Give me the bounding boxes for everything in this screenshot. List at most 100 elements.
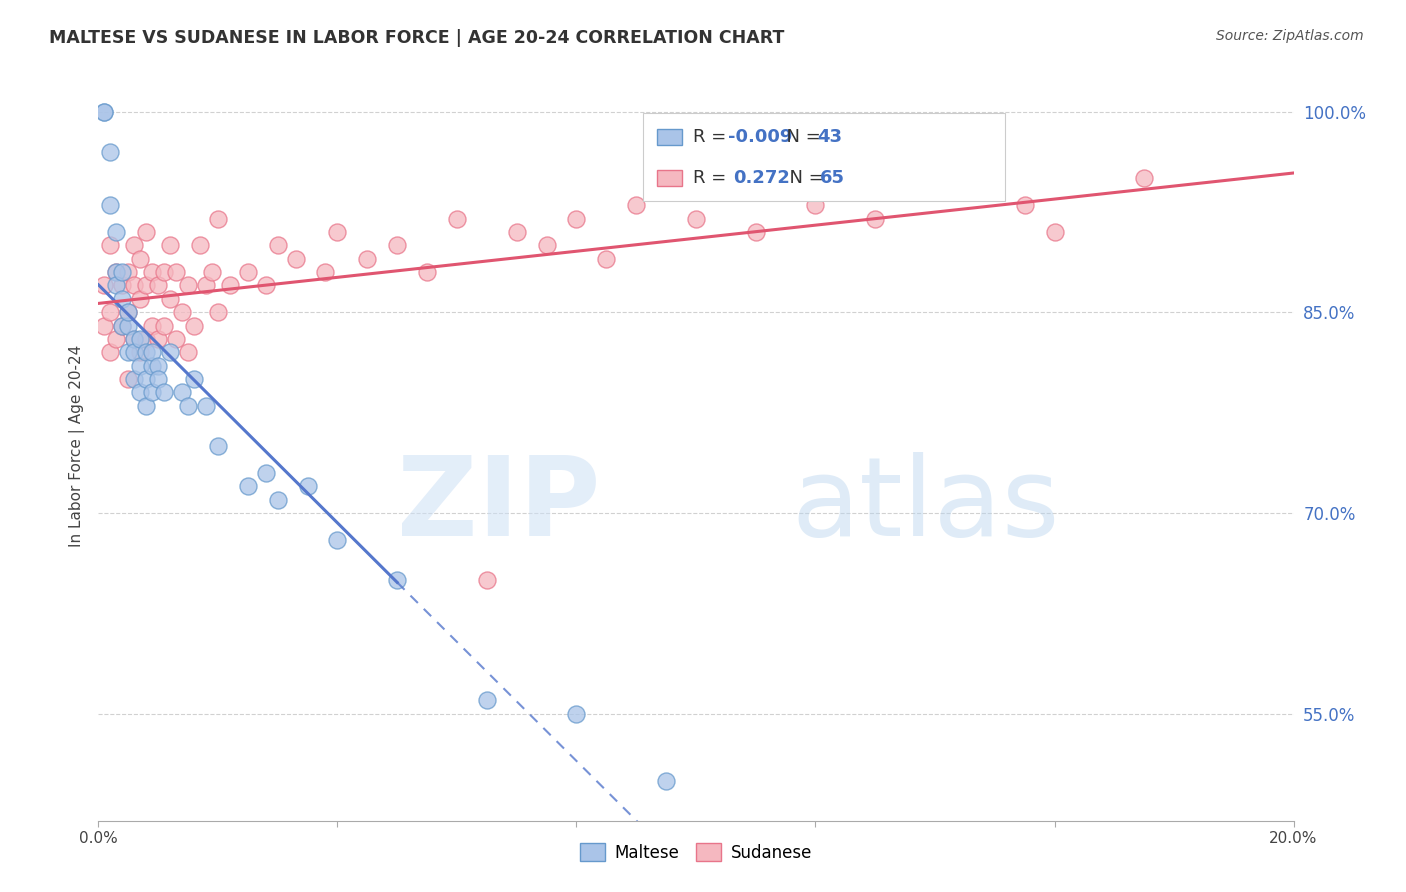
Point (141, 345, 163, 359)
Text: MALTESE VS SUDANESE IN LABOR FORCE | AGE 20-24 CORRELATION CHART: MALTESE VS SUDANESE IN LABOR FORCE | AGE… (49, 29, 785, 46)
Text: ZIP: ZIP (396, 452, 600, 559)
Point (165, 332, 187, 346)
Y-axis label: In Labor Force | Age 20-24: In Labor Force | Age 20-24 (69, 345, 84, 547)
Point (98, 345, 122, 359)
Point (446, 211, 468, 226)
Point (111, 318, 134, 333)
Point (165, 265, 187, 279)
Point (595, 252, 617, 266)
Point (124, 332, 146, 346)
Point (98, 198, 122, 212)
Point (1133, 171, 1156, 186)
Point (188, 238, 211, 252)
Point (129, 359, 152, 373)
Point (385, 238, 409, 252)
Point (153, 318, 176, 333)
Text: R =: R = (693, 128, 733, 146)
Point (129, 385, 152, 400)
Point (105, 332, 128, 346)
Point (745, 225, 768, 239)
Point (111, 292, 134, 306)
Point (135, 399, 157, 413)
Point (135, 345, 157, 359)
Point (93, 104, 115, 119)
Point (153, 385, 176, 400)
Point (129, 252, 152, 266)
Text: 65: 65 (820, 169, 845, 187)
Point (159, 292, 181, 306)
Point (1014, 198, 1036, 212)
Point (117, 305, 139, 319)
Point (207, 211, 229, 226)
Point (356, 252, 378, 266)
Point (124, 372, 146, 386)
Point (135, 278, 157, 293)
Point (267, 492, 290, 507)
Point (254, 466, 277, 480)
Point (326, 533, 349, 547)
Point (475, 573, 498, 587)
Point (117, 305, 139, 319)
Point (105, 225, 128, 239)
Point (159, 345, 181, 359)
Point (141, 385, 163, 400)
Legend: Maltese, Sudanese: Maltese, Sudanese (572, 837, 820, 869)
Point (93, 278, 115, 293)
Point (124, 345, 146, 359)
Point (183, 318, 205, 333)
Point (195, 278, 218, 293)
Text: N =: N = (775, 128, 827, 146)
Point (148, 359, 170, 373)
Point (506, 225, 529, 239)
Point (105, 265, 128, 279)
Point (183, 372, 205, 386)
Point (98, 145, 122, 159)
Point (475, 693, 498, 707)
Point (98, 305, 122, 319)
Point (93, 104, 115, 119)
Point (172, 385, 194, 400)
Point (315, 265, 337, 279)
Point (565, 211, 588, 226)
Point (536, 238, 558, 252)
Point (804, 198, 827, 212)
Point (153, 265, 176, 279)
Point (177, 345, 200, 359)
Point (236, 265, 259, 279)
Point (284, 252, 307, 266)
Point (177, 399, 200, 413)
Point (385, 573, 409, 587)
Point (254, 278, 277, 293)
Point (655, 773, 678, 788)
Point (111, 278, 134, 293)
Point (117, 265, 139, 279)
Point (135, 225, 157, 239)
Point (111, 265, 134, 279)
Point (135, 332, 157, 346)
Text: N =: N = (778, 169, 830, 187)
Text: 43: 43 (817, 128, 842, 146)
Text: R =: R = (693, 169, 738, 187)
Point (105, 265, 128, 279)
Point (135, 372, 157, 386)
Point (685, 211, 707, 226)
Point (98, 238, 122, 252)
Point (129, 292, 152, 306)
Point (201, 265, 224, 279)
Point (141, 359, 163, 373)
Point (326, 225, 349, 239)
Point (172, 305, 194, 319)
Point (148, 278, 170, 293)
Point (207, 439, 229, 453)
Point (129, 345, 152, 359)
Point (117, 372, 139, 386)
Point (148, 332, 170, 346)
Point (297, 479, 319, 493)
Point (236, 479, 259, 493)
Point (124, 238, 146, 252)
Point (195, 399, 218, 413)
Text: atlas: atlas (792, 452, 1060, 559)
Point (924, 185, 946, 199)
Point (129, 332, 152, 346)
Point (219, 278, 242, 293)
